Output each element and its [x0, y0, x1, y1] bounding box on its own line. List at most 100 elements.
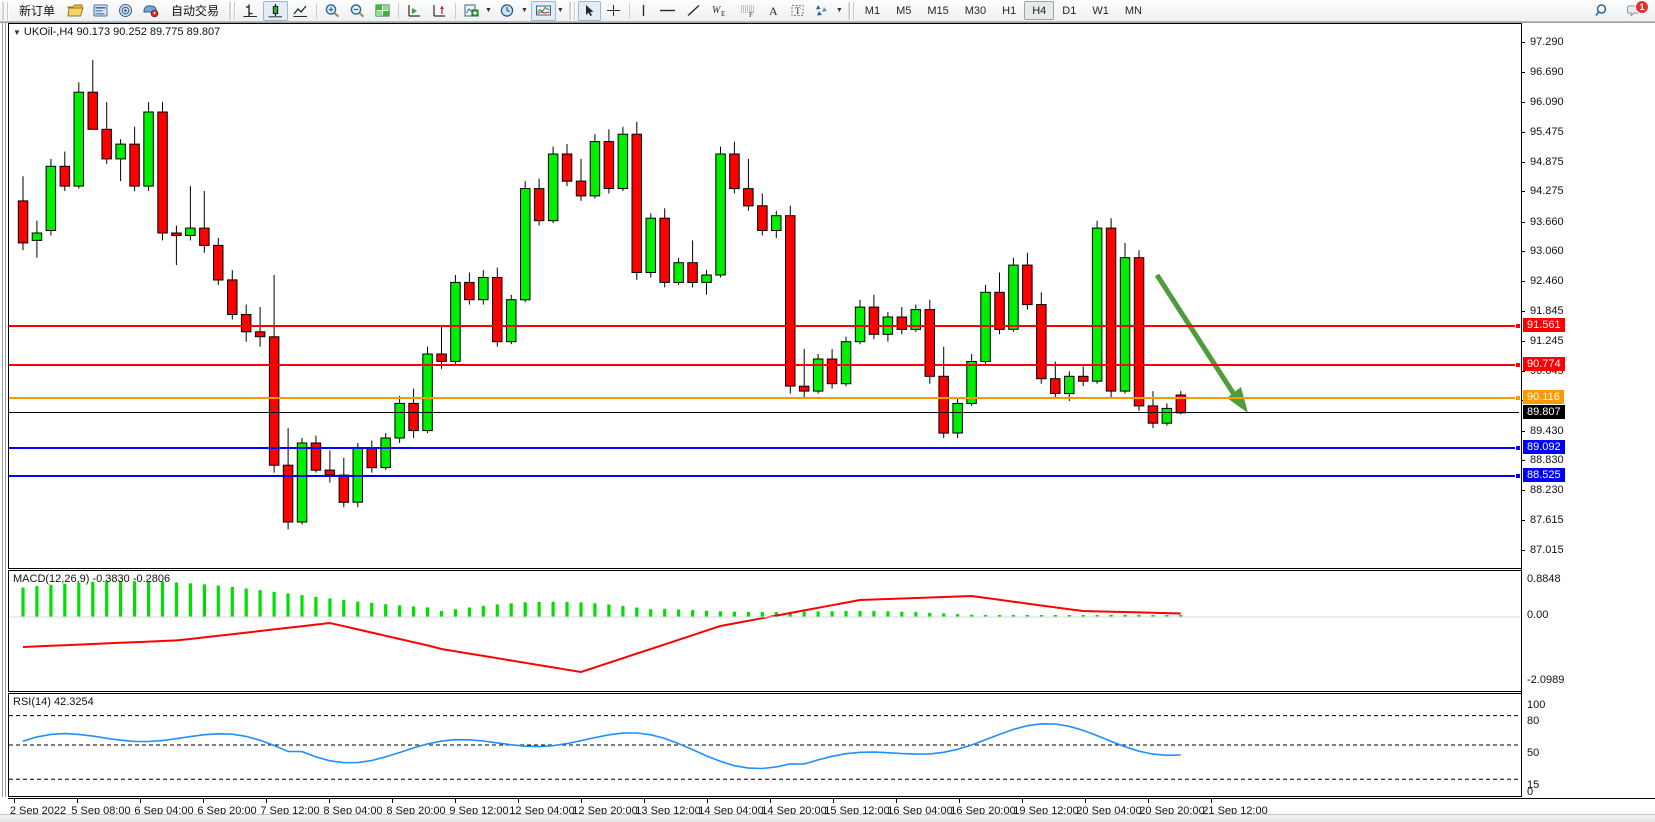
vertical-line-icon[interactable] [633, 1, 654, 21]
price-tick [1521, 280, 1525, 282]
toolbar-separator-4 [628, 2, 630, 19]
trendline-icon[interactable] [681, 1, 706, 21]
price-line-handle[interactable] [1515, 323, 1521, 330]
time-tick [644, 799, 645, 803]
price-badge-resistance-2[interactable]: 91.561 [1523, 318, 1565, 333]
price-tick-label: 88.830 [1530, 454, 1564, 467]
fibonacci-icon[interactable]: F [734, 1, 762, 21]
price-tick-label: 97.290 [1530, 36, 1564, 49]
time-tick [833, 799, 834, 803]
candlestick-series [17, 60, 1187, 530]
toolbar-grip-4[interactable] [847, 1, 855, 20]
price-pane[interactable]: ▼ UKOil-,H4 90.173 90.252 89.775 89.807 [8, 23, 1521, 569]
price-badge-current-price[interactable]: 89.807 [1523, 404, 1565, 419]
folder-icon[interactable] [63, 1, 88, 21]
label-icon[interactable]: T [785, 1, 810, 21]
shapes-caret-icon[interactable]: ▼ [835, 7, 843, 14]
price-tick-label: 94.275 [1530, 185, 1564, 198]
add-indicator-icon[interactable] [459, 1, 484, 21]
price-tick-label: 92.460 [1530, 274, 1564, 287]
price-axis[interactable]: 97.290 96.690 96.090 95.475 94.875 94.275 93.6… [1521, 23, 1655, 798]
toolbar-grip-3[interactable] [568, 1, 576, 20]
timeframe-h4[interactable]: H4 [1024, 1, 1055, 20]
svg-text:T: T [795, 6, 801, 16]
price-line-support-1[interactable] [9, 445, 1521, 452]
zoom-in-icon[interactable] [320, 1, 345, 21]
horizontal-line-icon[interactable] [654, 1, 681, 21]
price-line-current-price[interactable] [9, 411, 1519, 413]
text-icon[interactable]: A [762, 1, 785, 21]
price-badge-support-2[interactable]: 88.525 [1523, 468, 1565, 483]
time-tick [203, 799, 204, 803]
time-tick [392, 799, 393, 803]
auto-scroll-icon[interactable] [402, 1, 427, 21]
price-tick [1521, 101, 1525, 103]
bar-chart-icon[interactable] [238, 1, 263, 21]
time-tick [140, 799, 141, 803]
shapes-icon[interactable] [810, 1, 835, 21]
timeframe-m1[interactable]: M1 [864, 4, 881, 17]
price-tick [1521, 221, 1525, 223]
rsi-pane[interactable]: RSI(14) 42.3254 [8, 693, 1521, 797]
autotrading-button[interactable]: 自动交易 [163, 1, 227, 21]
price-tick [1521, 131, 1525, 133]
new-order-button[interactable]: 新订单 [11, 1, 63, 21]
time-tick [518, 799, 519, 803]
price-line-resistance-2[interactable] [9, 323, 1521, 330]
chart-left-rail [0, 23, 8, 797]
candlestick-chart-icon[interactable] [263, 0, 289, 21]
time-tick [455, 799, 456, 803]
period-clock-icon[interactable] [495, 1, 520, 21]
grid-icon[interactable] [370, 1, 395, 21]
price-badge-resistance-1[interactable]: 90.774 [1523, 357, 1565, 372]
price-tick-label: 96.690 [1530, 65, 1564, 78]
time-tick [266, 799, 267, 803]
timeframe-m5[interactable]: M5 [896, 4, 912, 17]
price-badge-pivot[interactable]: 90.116 [1523, 389, 1564, 404]
time-tick [770, 799, 771, 803]
line-chart-icon[interactable] [288, 1, 313, 21]
price-line-handle[interactable] [1515, 362, 1521, 369]
price-tick [1521, 489, 1525, 491]
svg-text:W: W [712, 5, 722, 16]
price-badge-support-1[interactable]: 89.092 [1523, 440, 1565, 455]
add-indicator-caret-icon[interactable]: ▼ [485, 7, 492, 14]
period-caret-icon[interactable]: ▼ [520, 7, 528, 14]
time-tick [959, 799, 960, 803]
price-line-handle[interactable] [1515, 473, 1521, 480]
chat-icon[interactable]: 1 [1625, 0, 1649, 20]
toolbar-grip-2[interactable] [229, 1, 237, 20]
price-tick-label: 95.475 [1530, 125, 1564, 138]
crosshair-icon[interactable] [601, 1, 626, 21]
price-tick [1521, 549, 1525, 551]
timeframe-m30[interactable]: M30 [964, 4, 987, 17]
price-line-support-2[interactable] [9, 473, 1521, 480]
indicator-tick-label: 50 [1527, 747, 1540, 759]
toolbar-grip[interactable] [2, 1, 9, 20]
timeframe-h1[interactable]: H1 [1002, 4, 1017, 17]
chart-shift-icon[interactable] [427, 1, 452, 21]
search-icon[interactable] [1590, 1, 1615, 21]
alerts-icon[interactable] [138, 1, 163, 21]
cursor-icon[interactable] [577, 0, 601, 21]
zoom-out-icon[interactable] [345, 1, 370, 21]
toolbar-right-group: 1 [1590, 0, 1655, 21]
macd-pane[interactable]: MACD(12,26,9) -0.3830 -0.2806 [8, 570, 1521, 692]
signals-icon[interactable] [113, 1, 138, 21]
chart-collapse-icon[interactable]: ▼ [13, 28, 21, 37]
price-line-resistance-1[interactable] [9, 362, 1521, 369]
timeframe-m15[interactable]: M15 [927, 4, 949, 17]
price-line-handle[interactable] [1515, 445, 1521, 452]
timeframe-d1[interactable]: D1 [1062, 4, 1077, 17]
chart-title: ▼ UKOil-,H4 90.173 90.252 89.775 89.807 [13, 26, 220, 38]
rsi-series [9, 715, 1520, 780]
price-line-handle[interactable] [1515, 394, 1521, 401]
market-watch-icon[interactable] [88, 1, 113, 21]
timeframe-w1[interactable]: W1 [1092, 4, 1109, 17]
templates-caret-icon[interactable]: ▼ [556, 7, 564, 14]
price-line-pivot[interactable] [9, 394, 1521, 401]
templates-icon[interactable] [530, 0, 556, 21]
macd-series [9, 581, 1520, 674]
timeframe-mn[interactable]: MN [1124, 4, 1142, 17]
